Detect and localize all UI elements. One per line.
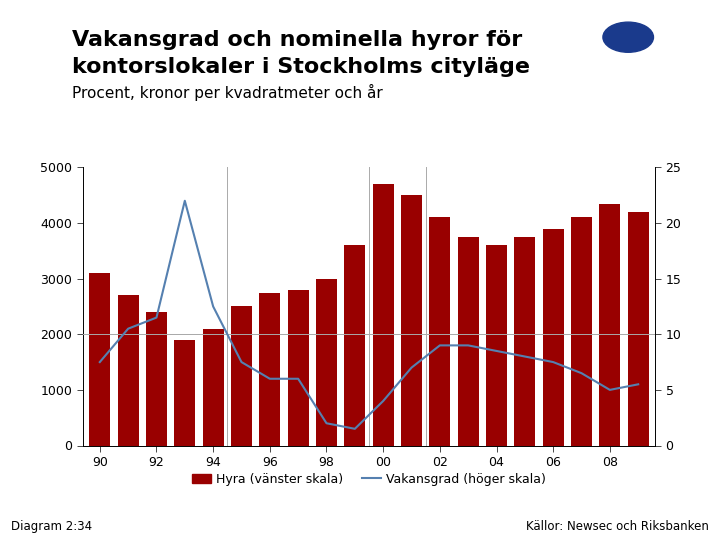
- Bar: [628, 212, 649, 446]
- Bar: [429, 218, 451, 446]
- Bar: [599, 204, 621, 446]
- Circle shape: [589, 14, 667, 60]
- Text: RIKSBANK: RIKSBANK: [610, 80, 647, 85]
- Bar: [316, 279, 337, 445]
- Bar: [344, 245, 366, 446]
- Legend: Hyra (vänster skala), Vakansgrad (höger skala): Hyra (vänster skala), Vakansgrad (höger …: [187, 468, 551, 491]
- Bar: [287, 290, 309, 446]
- Text: Diagram 2:34: Diagram 2:34: [11, 520, 92, 533]
- Bar: [259, 293, 281, 446]
- Bar: [89, 273, 110, 446]
- Bar: [231, 306, 252, 445]
- Bar: [401, 195, 422, 446]
- Text: Källor: Newsec och Riksbanken: Källor: Newsec och Riksbanken: [526, 520, 709, 533]
- Circle shape: [603, 22, 654, 52]
- Text: Vakansgrad och nominella hyror för: Vakansgrad och nominella hyror för: [72, 30, 522, 50]
- Bar: [543, 228, 564, 446]
- Bar: [486, 245, 507, 446]
- Bar: [117, 295, 139, 445]
- Bar: [202, 329, 224, 446]
- Bar: [372, 184, 394, 446]
- Bar: [571, 218, 592, 446]
- Bar: [457, 237, 479, 446]
- Bar: [146, 312, 167, 446]
- Text: Procent, kronor per kvadratmeter och år: Procent, kronor per kvadratmeter och år: [72, 84, 383, 101]
- Bar: [174, 340, 195, 446]
- Bar: [514, 237, 536, 446]
- Text: SVERIGES: SVERIGES: [611, 71, 646, 77]
- Text: kontorslokaler i Stockholms cityläge: kontorslokaler i Stockholms cityläge: [72, 57, 530, 77]
